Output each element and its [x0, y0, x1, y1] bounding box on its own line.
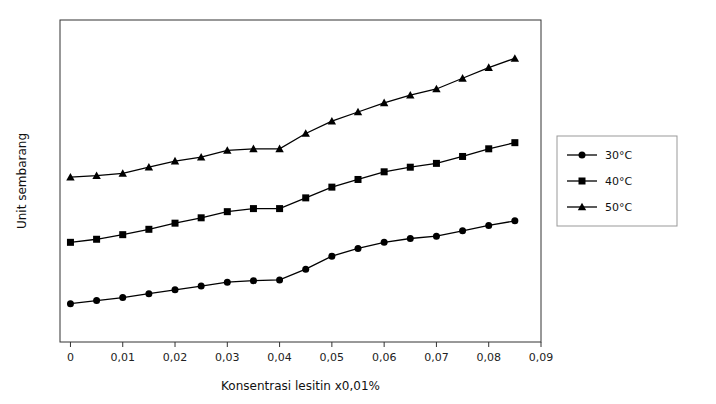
- plot-frame: [60, 20, 541, 342]
- legend-marker: [578, 203, 586, 211]
- x-tick-label: 0,01: [110, 351, 135, 364]
- point: [511, 54, 519, 62]
- point: [511, 217, 518, 224]
- point: [355, 245, 362, 252]
- x-tick: [541, 342, 542, 347]
- point: [145, 226, 152, 233]
- point: [119, 294, 126, 301]
- point: [302, 129, 310, 137]
- x-axis: 0 0,01 0,02 0,03 0,04 0,05 0,06 0,07 0,08 0,09: [67, 342, 553, 364]
- point: [355, 176, 362, 183]
- point: [66, 173, 74, 181]
- point: [328, 117, 336, 125]
- point: [198, 283, 205, 290]
- point: [198, 214, 205, 221]
- point: [511, 139, 518, 146]
- point: [145, 163, 153, 171]
- point: [275, 145, 283, 153]
- point: [328, 184, 335, 191]
- x-tick-label: 0,09: [529, 351, 554, 364]
- x-tick: [384, 342, 385, 347]
- x-tick-label: 0,02: [163, 351, 188, 364]
- point: [145, 290, 152, 297]
- x-tick: [279, 342, 280, 347]
- legend: 30°C 40°C 50°C: [557, 136, 677, 226]
- point: [407, 164, 414, 171]
- point: [171, 157, 179, 165]
- point: [119, 169, 127, 177]
- point: [172, 220, 179, 227]
- point: [302, 266, 309, 273]
- legend-marker: [579, 152, 586, 159]
- point: [458, 74, 466, 82]
- point: [172, 286, 179, 293]
- point: [354, 108, 362, 116]
- point: [380, 99, 388, 107]
- point: [119, 231, 126, 238]
- x-tick: [70, 342, 71, 347]
- x-tick-label: 0,04: [267, 351, 292, 364]
- point: [381, 168, 388, 175]
- legend-marker: [579, 178, 586, 185]
- point: [223, 146, 231, 154]
- legend-box: [557, 136, 677, 226]
- x-tick: [122, 342, 123, 347]
- x-tick-label: 0,08: [476, 351, 501, 364]
- point: [93, 297, 100, 304]
- point: [276, 205, 283, 212]
- point: [406, 91, 414, 99]
- x-tick: [488, 342, 489, 347]
- x-tick-label: 0,05: [320, 351, 345, 364]
- point: [407, 235, 414, 242]
- x-tick: [227, 342, 228, 347]
- legend-label: 40°C: [605, 175, 632, 188]
- point: [67, 300, 74, 307]
- plot-area: [66, 54, 519, 307]
- legend-label: 50°C: [605, 201, 632, 214]
- point: [432, 85, 440, 93]
- x-tick-label: 0,03: [215, 351, 240, 364]
- x-tick-label: 0,07: [424, 351, 449, 364]
- point: [485, 63, 493, 71]
- point: [433, 160, 440, 167]
- x-axis-label: Konsentrasi lesitin x0,01%: [221, 379, 380, 393]
- x-tick: [175, 342, 176, 347]
- series-line: [70, 143, 514, 243]
- x-tick-label: 0: [67, 351, 74, 364]
- point: [197, 153, 205, 161]
- x-tick: [436, 342, 437, 347]
- point: [93, 236, 100, 243]
- point: [485, 145, 492, 152]
- point: [92, 171, 100, 179]
- point: [485, 222, 492, 229]
- point: [67, 239, 74, 246]
- chart: 0 0,01 0,02 0,03 0,04 0,05 0,06 0,07 0,08 0,09 Kon…: [0, 0, 716, 404]
- series-line: [70, 58, 514, 177]
- x-tick: [331, 342, 332, 347]
- point: [459, 227, 466, 234]
- point: [224, 279, 231, 286]
- point: [250, 205, 257, 212]
- point: [276, 276, 283, 283]
- point: [381, 239, 388, 246]
- series-line: [70, 221, 514, 304]
- point: [302, 194, 309, 201]
- point: [459, 153, 466, 160]
- y-axis-label: Unit sembarang: [15, 133, 29, 229]
- legend-label: 30°C: [605, 149, 632, 162]
- point: [249, 145, 257, 153]
- x-tick-label: 0,06: [372, 351, 397, 364]
- point: [224, 208, 231, 215]
- point: [250, 277, 257, 284]
- point: [328, 253, 335, 260]
- point: [433, 233, 440, 240]
